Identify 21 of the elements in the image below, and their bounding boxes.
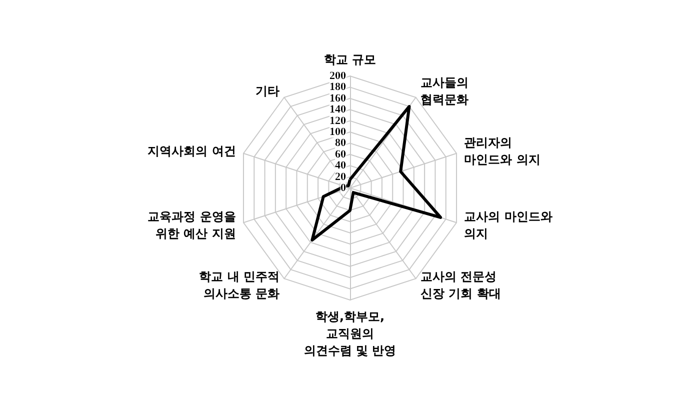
spoke-label: 학교 규모	[324, 52, 376, 66]
y-tick-label: 40	[335, 160, 346, 172]
spoke-label: 지역사회의 여건	[148, 144, 236, 158]
spoke-label: 학교 내 민주적 의사소통 문화	[199, 270, 280, 301]
y-tick-label: 80	[335, 137, 346, 150]
spoke-label: 교육과정 운영을 위한 예산 지원	[148, 210, 236, 241]
y-tick-label: 100	[330, 126, 346, 138]
y-tick-label: 200	[330, 70, 346, 82]
y-tick-label: 20	[335, 170, 346, 183]
spoke-label: 학생,학부모, 교직원의 의견수렴 및 반영	[304, 310, 396, 358]
y-tick-label: 60	[335, 148, 346, 160]
y-tick-label: 160	[330, 92, 346, 104]
spoke-label: 기타	[255, 84, 280, 98]
spoke-label: 교사들의 협력문화	[420, 75, 469, 106]
spoke-label: 관리자의 마인드와 의지	[464, 135, 540, 166]
y-tick-label: 180	[330, 81, 346, 94]
spoke-label: 교사의 마인드와 의지	[464, 210, 552, 241]
spoke-label: 교사의 전문성 신장 기회 확대	[420, 270, 501, 301]
y-tick-label: 120	[330, 114, 346, 127]
y-tick-label: 0	[340, 182, 346, 194]
y-tick-label: 140	[330, 104, 346, 116]
